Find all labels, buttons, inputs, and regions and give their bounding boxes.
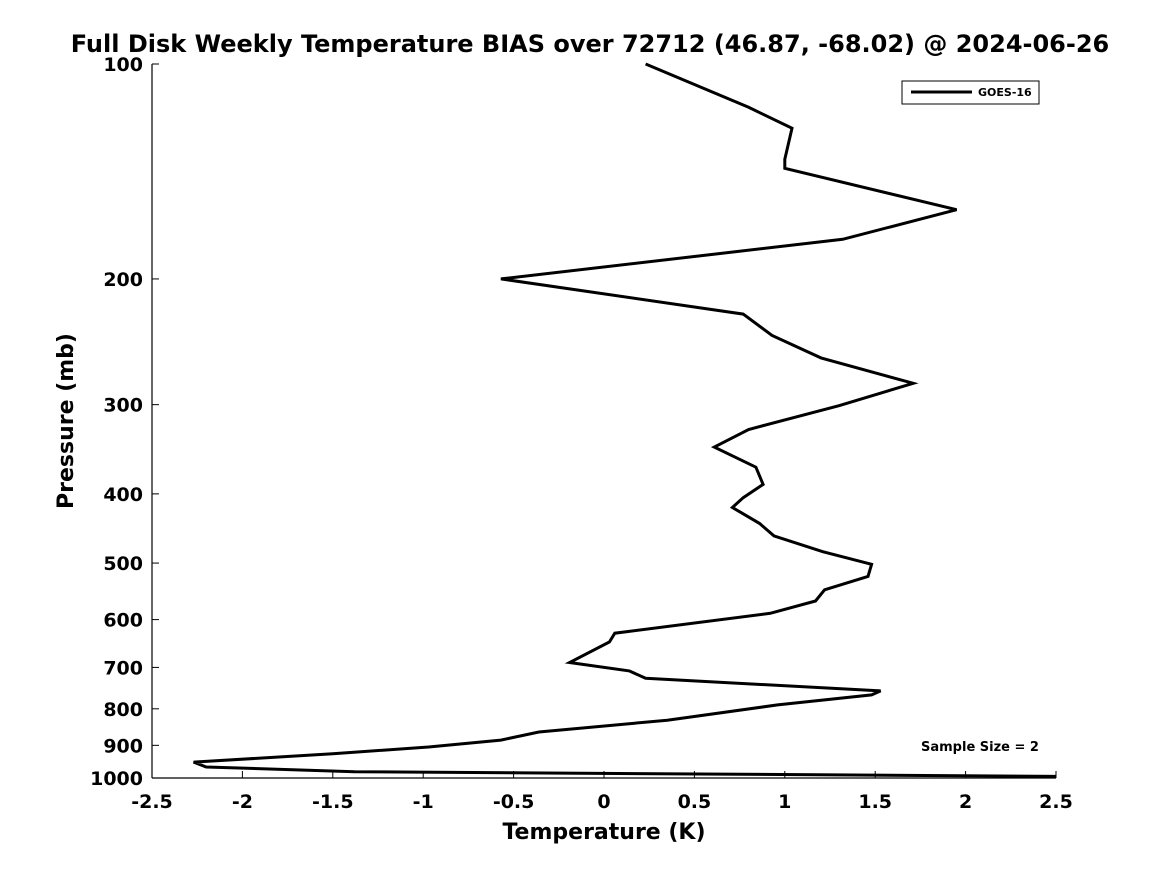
x-axis-label: Temperature (K) (502, 820, 705, 845)
y-tick-label: 600 (103, 610, 143, 632)
chart-title: Full Disk Weekly Temperature BIAS over 7… (71, 30, 1110, 58)
y-tick-label: 500 (103, 553, 143, 575)
y-tick-label: 200 (103, 269, 143, 291)
y-axis-label: Pressure (mb) (54, 333, 79, 509)
x-tick-label: -2 (232, 791, 253, 813)
x-tick-label: 0 (597, 791, 610, 813)
x-tick-label: 1 (778, 791, 791, 813)
y-tick-label: 300 (103, 395, 143, 417)
series-line-goes-16 (193, 62, 1057, 778)
y-tick-label: 900 (103, 735, 143, 757)
series-lines (193, 62, 1057, 778)
x-ticks: -2.5 -2 -1.5 -1 -0.5 0 0.5 1 1.5 2 2.5 (131, 771, 1073, 813)
y-tick-label: 100 (103, 54, 143, 76)
x-tick-label: 2 (959, 791, 972, 813)
x-tick-label: 2.5 (1039, 791, 1073, 813)
y-tick-label: 400 (103, 484, 143, 506)
legend-label: GOES-16 (978, 86, 1032, 99)
x-tick-label: -1.5 (312, 791, 354, 813)
y-tick-label: 800 (103, 699, 143, 721)
y-ticks: 100 200 300 400 500 600 700 800 900 1000 (90, 54, 159, 790)
y-tick-label: 700 (103, 657, 143, 679)
legend: GOES-16 (901, 80, 1040, 105)
x-tick-label: -2.5 (131, 791, 173, 813)
x-tick-label: 0.5 (678, 791, 712, 813)
x-tick-label: -1 (413, 791, 434, 813)
sample-size-annotation: Sample Size = 2 (921, 740, 1039, 755)
x-tick-label: -0.5 (493, 791, 535, 813)
x-tick-label: 1.5 (858, 791, 892, 813)
y-tick-label: 1000 (90, 768, 143, 790)
